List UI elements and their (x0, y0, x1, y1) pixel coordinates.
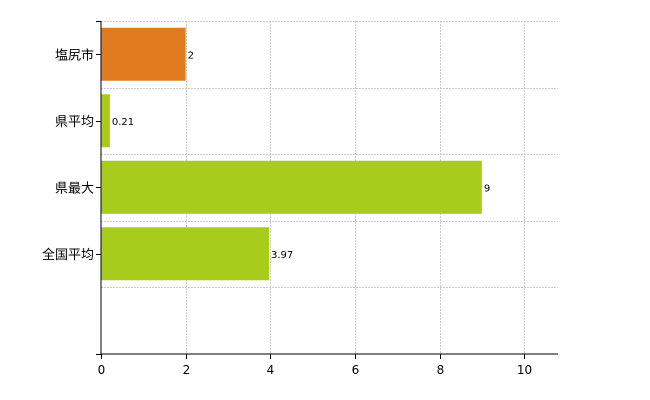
bar-value-label: 9 (484, 183, 490, 194)
bar (101, 160, 482, 214)
x-tick-label: 10 (517, 363, 532, 377)
bar-value-label: 0.21 (112, 117, 134, 128)
category-label: 塩尻市 (55, 47, 94, 63)
bars (101, 27, 482, 281)
x-tick-label: 6 (352, 363, 360, 377)
x-tick-label: 4 (267, 363, 275, 377)
x-tick-label: 8 (437, 363, 445, 377)
category-label: 県平均 (55, 115, 94, 130)
bar (101, 27, 186, 81)
grid-lines (101, 21, 558, 354)
x-tick-label: 2 (183, 363, 191, 377)
bar (101, 227, 269, 281)
x-tick-label: 0 (98, 363, 106, 377)
category-label: 全国平均 (42, 247, 94, 263)
bar (101, 94, 110, 148)
labels: 0 2 4 6 8 10 塩尻市 2 県平均 0.21 県最大 9 全国平均 3.97 (42, 47, 532, 377)
axes (96, 21, 558, 359)
category-label: 県最大 (55, 181, 94, 196)
bar-value-label: 2 (188, 50, 194, 61)
bar-value-label: 3.97 (271, 250, 293, 261)
